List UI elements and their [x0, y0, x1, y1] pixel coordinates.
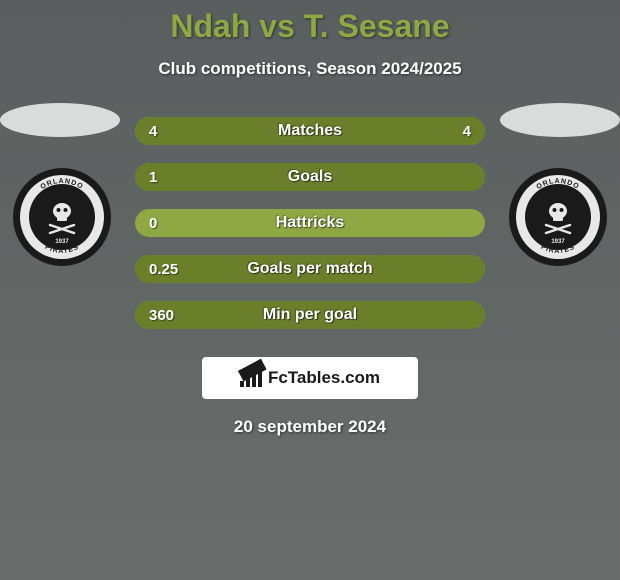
- svg-text:1937: 1937: [55, 239, 69, 245]
- infographic: Ndah vs T. Sesane Club competitions, Sea…: [0, 0, 620, 437]
- stat-label: Min per goal: [135, 301, 485, 329]
- stat-bar: 360Min per goal: [135, 301, 485, 329]
- page-title: Ndah vs T. Sesane: [0, 8, 620, 45]
- bar-chart-icon: [240, 369, 262, 387]
- shadow-ellipse-right: [500, 103, 620, 137]
- shadow-ellipse-left: [0, 103, 120, 137]
- club-crest-right: ORLANDO PIRATES 1937: [508, 167, 608, 267]
- subtitle: Club competitions, Season 2024/2025: [0, 59, 620, 79]
- svg-text:1937: 1937: [551, 239, 565, 245]
- brand-label: FcTables.com: [268, 368, 380, 388]
- stat-label: Goals: [135, 163, 485, 191]
- stat-bar: 0.25Goals per match: [135, 255, 485, 283]
- comparison-stage: ORLANDO PIRATES 1937 ORLANDO PIRATES: [0, 117, 620, 337]
- stat-bar: 1Goals: [135, 163, 485, 191]
- date-label: 20 september 2024: [0, 417, 620, 437]
- stat-bar: 0Hattricks: [135, 209, 485, 237]
- stat-bars: 44Matches 1Goals 0Hattricks 0.25Goals per m…: [135, 117, 485, 329]
- club-crest-left: ORLANDO PIRATES 1937: [12, 167, 112, 267]
- brand-badge: FcTables.com: [202, 357, 418, 399]
- stat-label: Matches: [135, 117, 485, 145]
- stat-bar: 44Matches: [135, 117, 485, 145]
- stat-label: Goals per match: [135, 255, 485, 283]
- stat-label: Hattricks: [135, 209, 485, 237]
